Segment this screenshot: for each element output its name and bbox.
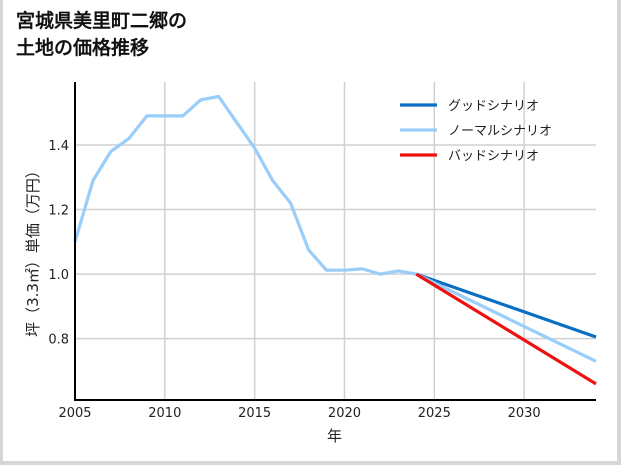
y-tick-label: 1.2 — [48, 204, 69, 219]
x-tick-label: 2015 — [238, 406, 271, 421]
series-line — [415, 272, 597, 339]
y-axis-label: 坪（3.3㎡）単価（万円） — [24, 163, 42, 337]
series-line — [415, 272, 597, 386]
y-tick-label: 1.4 — [48, 139, 69, 154]
y-tick-label: 0.8 — [48, 333, 69, 348]
x-tick-label: 2030 — [508, 406, 541, 421]
legend-label: グッドシナリオ — [448, 99, 539, 114]
chart-title: 宮城県美里町二郷の 土地の価格推移 — [16, 10, 188, 59]
legend-label: バッドシナリオ — [448, 149, 539, 164]
x-tick-label: 2010 — [148, 406, 181, 421]
x-axis-label: 年 — [327, 427, 342, 445]
y-tick-label: 1.0 — [48, 268, 69, 283]
chart-card: 宮城県美里町二郷の 土地の価格推移 — [3, 0, 617, 461]
series-line — [73, 94, 597, 363]
x-tick-label: 2005 — [58, 406, 91, 421]
x-tick-label: 2025 — [418, 406, 451, 421]
legend-label: ノーマルシナリオ — [448, 124, 552, 139]
x-tick-label: 2020 — [328, 406, 361, 421]
